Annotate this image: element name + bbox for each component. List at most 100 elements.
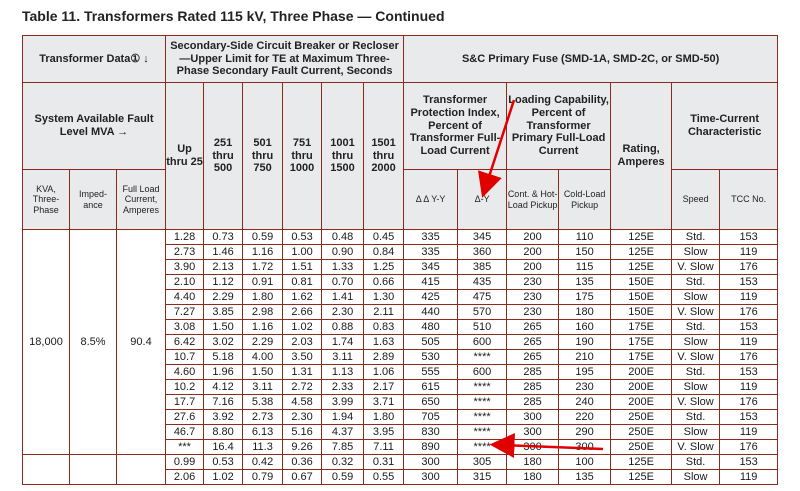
table-cell: 480: [403, 319, 459, 335]
table-cell: 5.18: [203, 349, 244, 365]
table-row: 10.7 5.18 4.00 3.50 3.11 2.89 530 **** 265 210 175…: [23, 349, 779, 365]
table-cell: 119: [719, 244, 779, 260]
table-cell: 0.59: [242, 229, 284, 245]
table-cell: 315: [457, 469, 508, 485]
table-cell: 1.96: [203, 364, 244, 380]
table-cell: 2.29: [203, 289, 244, 305]
header-speed: Speed: [671, 169, 721, 230]
table-row: 27.6 3.92 2.73 2.30 1.94 1.80 705 **** 300 220 250…: [23, 409, 779, 425]
table-cell: 1.72: [242, 259, 284, 275]
table-cell: 0.45: [363, 229, 405, 245]
table-cell: 200: [506, 244, 560, 260]
table-cell: 200E: [610, 364, 673, 380]
table-cell: 4.00: [242, 349, 284, 365]
table-cell: 2.30: [282, 409, 323, 425]
table-cell: 0.99: [165, 454, 205, 470]
table-cell: 150E: [610, 289, 673, 305]
table-cell: 3.02: [203, 334, 244, 350]
table-row: 3.08 1.50 1.16 1.02 0.88 0.83 480 510 265 160 175E…: [23, 319, 779, 335]
table-cell: 230: [506, 274, 560, 290]
header-time-current: Time-Current Characteristic: [671, 82, 779, 170]
table-cell: 0.53: [203, 454, 244, 470]
table-cell: 890: [403, 439, 459, 455]
table-cell: 176: [719, 394, 779, 410]
table-cell: 125E: [610, 469, 673, 485]
table-cell: 3.11: [321, 349, 365, 365]
table-cell: 119: [719, 424, 779, 440]
table-cell: 153: [719, 454, 779, 470]
table-cell: 150E: [610, 274, 673, 290]
table-cell: 555: [403, 364, 459, 380]
table-cell: V. Slow: [671, 349, 721, 365]
table-cell: 3.08: [165, 319, 205, 335]
table-cell: 4.58: [282, 394, 323, 410]
header-cont-hot: Cont. & Hot-Load Pickup: [506, 169, 560, 230]
table-cell: 1.31: [282, 364, 323, 380]
table-cell: 360: [457, 244, 508, 260]
table-cell: 175: [558, 289, 612, 305]
table-cell: 1.62: [282, 289, 323, 305]
table-cell: 200: [506, 229, 560, 245]
table-cell: 200: [506, 259, 560, 275]
table-cell: 1.80: [363, 409, 405, 425]
table-cell: Slow: [671, 424, 721, 440]
table-cell: ****: [457, 409, 508, 425]
table-cell: 240: [558, 394, 612, 410]
header-primary-fuse: S&C Primary Fuse (SMD-1A, SMD-2C, or SMD…: [403, 35, 779, 83]
table-cell: 10.2: [165, 379, 205, 395]
table-cell: 153: [719, 409, 779, 425]
table-cell: 265: [506, 334, 560, 350]
table-cell: 530: [403, 349, 459, 365]
table-cell: 1.02: [282, 319, 323, 335]
table-cell: 0.66: [363, 274, 405, 290]
table-cell: Std.: [671, 364, 721, 380]
table-cell: 7.16: [203, 394, 244, 410]
table-cell: 4.40: [165, 289, 205, 305]
table-cell: 1.80: [242, 289, 284, 305]
table-cell: 9.26: [282, 439, 323, 455]
table-cell: 335: [403, 244, 459, 260]
table-cell: 2.89: [363, 349, 405, 365]
table-cell: 0.53: [282, 229, 323, 245]
table-cell: 3.90: [165, 259, 205, 275]
header-mva-col-4: 751 thru 1000: [282, 82, 323, 230]
header-secondary-breaker: Secondary-Side Circuit Breaker or Reclos…: [165, 35, 405, 83]
table-cell: 425: [403, 289, 459, 305]
table-cell: 285: [506, 394, 560, 410]
table-cell: 300: [506, 409, 560, 425]
table-cell: 150: [558, 244, 612, 260]
table-cell: 1.28: [165, 229, 205, 245]
table-cell: 385: [457, 259, 508, 275]
table-cell: ****: [457, 424, 508, 440]
table-cell: 0.55: [363, 469, 405, 485]
table-cell: 0.67: [282, 469, 323, 485]
table-cell: 1.94: [321, 409, 365, 425]
table-cell: 153: [719, 319, 779, 335]
table-cell: 1.25: [363, 259, 405, 275]
table-cell: 2.98: [242, 304, 284, 320]
table-cell: Std.: [671, 319, 721, 335]
table-cell: 0.91: [242, 274, 284, 290]
table-cell: 175E: [610, 319, 673, 335]
header-protection-index: Transformer Protection Index, Percent of…: [403, 82, 508, 170]
table-row: 6.42 3.02 2.29 2.03 1.74 1.63 505 600 265 190 175E…: [23, 334, 779, 350]
table-cell: 4.12: [203, 379, 244, 395]
table-cell: 0.59: [321, 469, 365, 485]
table-cell: 3.99: [321, 394, 365, 410]
group-impedance: [69, 454, 117, 485]
table-cell: 119: [719, 289, 779, 305]
table-cell: ****: [457, 394, 508, 410]
table-cell: 2.66: [282, 304, 323, 320]
table-cell: Std.: [671, 229, 721, 245]
table-cell: 175E: [610, 334, 673, 350]
table-cell: Slow: [671, 379, 721, 395]
table-cell: 6.42: [165, 334, 205, 350]
table-cell: 3.92: [203, 409, 244, 425]
table-cell: 300: [403, 469, 459, 485]
table-cell: 115: [558, 259, 612, 275]
table-cell: 153: [719, 364, 779, 380]
table-cell: 2.03: [282, 334, 323, 350]
table-cell: 153: [719, 229, 779, 245]
table-cell: V. Slow: [671, 304, 721, 320]
table-cell: 8.80: [203, 424, 244, 440]
